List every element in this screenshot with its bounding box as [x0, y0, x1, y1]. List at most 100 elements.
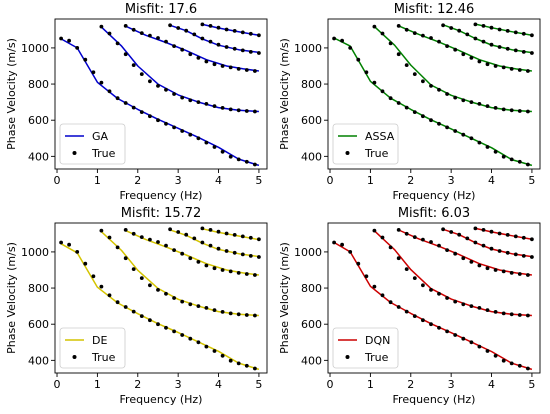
data-point [257, 237, 261, 242]
data-point [380, 31, 385, 36]
data-point [429, 118, 433, 123]
data-point [501, 358, 506, 363]
data-point [216, 25, 221, 30]
data-point [236, 312, 241, 317]
data-point [481, 24, 486, 28]
data-point [236, 271, 241, 275]
data-point [257, 33, 261, 38]
data-point [131, 105, 136, 110]
data-point [212, 104, 217, 108]
data-point [477, 140, 482, 145]
data-point [356, 57, 361, 62]
data-point [248, 31, 253, 36]
data-point [348, 250, 353, 254]
data-point [465, 236, 470, 241]
data-point [244, 363, 249, 368]
chart-panel-4: Misfit: 6.03 0 1 2 3 4 5 400 600 800 1000 Frequency… [278, 206, 541, 406]
data-point [156, 322, 160, 327]
data-point [200, 226, 205, 231]
data-point [236, 157, 241, 162]
data-point [526, 109, 530, 114]
data-point [200, 36, 205, 41]
data-point [501, 269, 506, 274]
data-point [244, 68, 249, 72]
data-point [517, 272, 522, 276]
x-tick-label: 1 [94, 174, 101, 187]
data-point [429, 36, 433, 40]
data-point [148, 33, 152, 38]
y-tick-label: 600 [301, 318, 322, 331]
data-point [232, 233, 237, 237]
data-point [115, 96, 120, 101]
data-point [517, 159, 522, 164]
y-tick-label: 800 [28, 78, 49, 91]
data-point [91, 70, 96, 75]
data-point [461, 336, 466, 341]
data-point [164, 243, 168, 248]
x-tick-label: 4 [488, 378, 495, 391]
data-point [497, 45, 502, 49]
data-point [493, 268, 498, 272]
data-point [412, 110, 417, 114]
data-point [412, 314, 417, 318]
series-line-mode-3 [125, 25, 260, 72]
y-tick-label: 800 [28, 282, 49, 295]
data-point [257, 51, 261, 55]
x-tick-label: 4 [215, 378, 222, 391]
data-point [461, 98, 466, 103]
data-point [449, 26, 454, 30]
data-point [453, 299, 458, 304]
y-axis-label: Phase Velocity (m/s) [5, 38, 18, 150]
data-point [477, 263, 482, 268]
data-point [75, 250, 80, 254]
series-line-mode-2 [373, 26, 532, 113]
data-point [469, 100, 474, 104]
data-point [253, 273, 257, 277]
data-point [99, 24, 104, 29]
data-point [493, 106, 498, 110]
data-point [228, 269, 233, 274]
data-point [115, 245, 120, 250]
data-point [107, 235, 112, 240]
data-point [437, 87, 441, 92]
data-point [204, 140, 209, 145]
data-point [253, 69, 257, 73]
data-point [176, 230, 181, 234]
data-point [176, 26, 181, 30]
y-tick-label: 400 [301, 354, 322, 367]
x-tick-label: 5 [255, 378, 262, 391]
data-point [526, 162, 530, 167]
data-point [168, 23, 173, 28]
series-line-mode-2 [373, 230, 532, 317]
data-point [139, 110, 144, 114]
data-point [107, 31, 112, 36]
data-point [505, 29, 510, 33]
x-tick-label: 4 [215, 174, 222, 187]
y-tick-label: 1000 [294, 246, 322, 259]
y-tick-label: 600 [28, 318, 49, 331]
x-axis-label: Frequency (Hz) [393, 393, 476, 406]
legend-label: True [91, 351, 116, 364]
data-point [517, 109, 522, 113]
data-point [396, 101, 401, 105]
data-point [469, 260, 474, 264]
data-point [99, 80, 104, 85]
data-point [139, 276, 144, 280]
chart-title: Misfit: 6.03 [398, 206, 470, 221]
data-point [180, 95, 185, 100]
data-point [148, 318, 152, 323]
series-true [59, 226, 261, 371]
data-point [530, 255, 534, 259]
data-point [204, 263, 209, 268]
data-point [228, 358, 233, 363]
data-point [372, 80, 377, 85]
legend: GA True [59, 123, 126, 165]
data-point [131, 231, 136, 236]
data-point [212, 308, 217, 312]
legend-label: DQN [365, 334, 390, 347]
data-point [445, 248, 449, 253]
chart-panel-1: Misfit: 17.6 0 1 2 3 4 5 400 600 800 1000 Frequency… [5, 2, 268, 202]
data-point [404, 63, 409, 67]
data-point [340, 38, 344, 43]
x-tick-label: 2 [134, 174, 141, 187]
